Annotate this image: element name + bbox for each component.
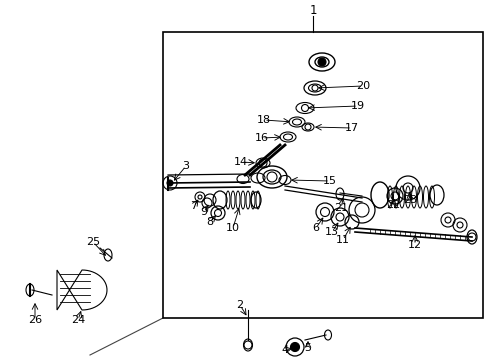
Text: 3: 3	[182, 161, 189, 171]
Text: 1: 1	[308, 4, 316, 17]
Text: 5: 5	[304, 343, 311, 353]
Text: 23: 23	[402, 195, 416, 205]
Text: 13: 13	[325, 227, 338, 237]
Text: 14: 14	[233, 157, 247, 167]
Text: 2: 2	[236, 300, 243, 310]
Text: 12: 12	[407, 240, 421, 250]
Text: 26: 26	[28, 315, 42, 325]
Circle shape	[317, 58, 325, 66]
Text: 16: 16	[254, 133, 268, 143]
Polygon shape	[57, 270, 107, 310]
Text: 21: 21	[333, 203, 347, 213]
Text: 7: 7	[190, 201, 197, 211]
Text: 4: 4	[281, 345, 288, 355]
Text: 6: 6	[312, 223, 319, 233]
Circle shape	[167, 180, 173, 186]
Text: 10: 10	[225, 223, 240, 233]
Text: 20: 20	[355, 81, 369, 91]
Text: 25: 25	[86, 237, 100, 247]
Text: 17: 17	[344, 123, 358, 133]
Text: 22: 22	[385, 200, 399, 210]
Text: 8: 8	[206, 217, 213, 227]
Bar	[163, 32, 482, 318]
Text: 24: 24	[71, 315, 85, 325]
Text: 9: 9	[200, 207, 207, 217]
Text: 18: 18	[256, 115, 270, 125]
Text: 19: 19	[350, 101, 365, 111]
Text: 15: 15	[323, 176, 336, 186]
Text: 11: 11	[335, 235, 349, 245]
Circle shape	[290, 342, 299, 351]
